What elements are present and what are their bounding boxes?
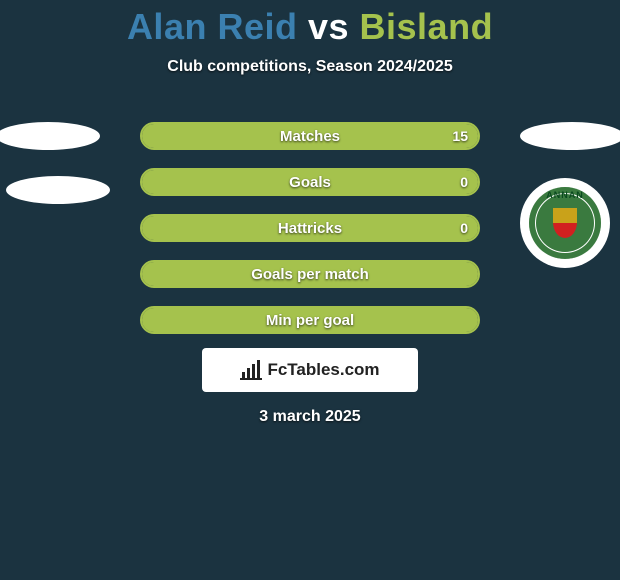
title-player1: Alan Reid	[127, 6, 298, 47]
bar-label: Matches	[280, 128, 340, 145]
brand-text: FcTables.com	[267, 360, 379, 380]
brand-box: FcTables.com	[202, 348, 418, 392]
bar-label: Min per goal	[266, 312, 354, 329]
bar-value-right: 0	[460, 174, 468, 190]
comparison-bar: Min per goal	[140, 306, 480, 334]
comparison-bar: Goals per match	[140, 260, 480, 288]
comparison-bars: Matches 15 Goals 0 Hattricks 0 Goals per match…	[0, 122, 620, 334]
content: Alan Reid vs Bisland Club competitions, …	[0, 0, 620, 426]
date-text: 3 march 2025	[0, 408, 620, 426]
page-title: Alan Reid vs Bisland	[0, 6, 620, 48]
title-player2: Bisland	[360, 6, 494, 47]
comparison-bar: Hattricks 0	[140, 214, 480, 242]
bar-chart-icon	[240, 360, 262, 380]
title-vs: vs	[308, 6, 360, 47]
bar-value-right: 0	[460, 220, 468, 236]
bar-label: Goals	[289, 174, 331, 191]
comparison-bar: Matches 15	[140, 122, 480, 150]
comparison-bar: Goals 0	[140, 168, 480, 196]
subtitle: Club competitions, Season 2024/2025	[0, 58, 620, 76]
bar-value-right: 15	[452, 128, 468, 144]
bar-label: Hattricks	[278, 220, 342, 237]
bar-label: Goals per match	[251, 266, 369, 283]
